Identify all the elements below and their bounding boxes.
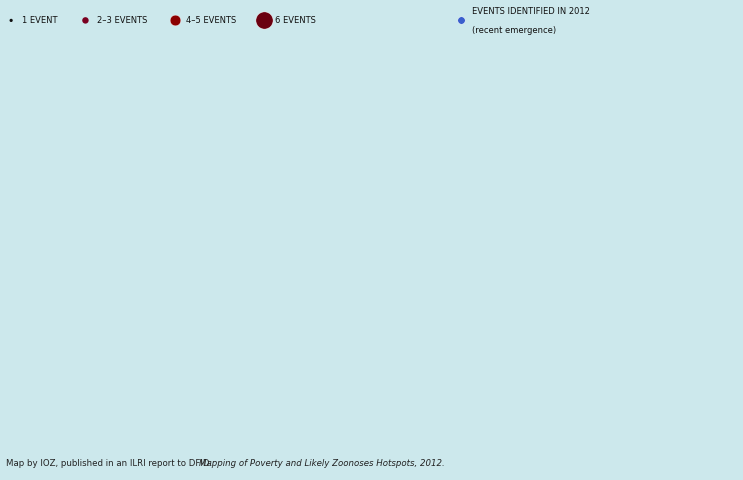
Text: 2–3 EVENTS: 2–3 EVENTS <box>97 16 147 25</box>
Text: EVENTS IDENTIFIED IN 2012: EVENTS IDENTIFIED IN 2012 <box>472 7 590 16</box>
Text: 6 EVENTS: 6 EVENTS <box>275 16 316 25</box>
Text: (recent emergence): (recent emergence) <box>472 26 556 35</box>
Point <box>169 16 181 24</box>
Text: Map by IOZ, published in an ILRI report to DFID:: Map by IOZ, published in an ILRI report … <box>6 458 215 468</box>
Text: 1 EVENT: 1 EVENT <box>22 16 58 25</box>
Text: Mapping of Poverty and Likely Zoonoses Hotspots, 2012.: Mapping of Poverty and Likely Zoonoses H… <box>199 458 444 468</box>
Point <box>258 16 270 24</box>
Point <box>5 16 17 24</box>
Point <box>80 16 91 24</box>
Point <box>455 16 467 24</box>
Text: 4–5 EVENTS: 4–5 EVENTS <box>186 16 236 25</box>
